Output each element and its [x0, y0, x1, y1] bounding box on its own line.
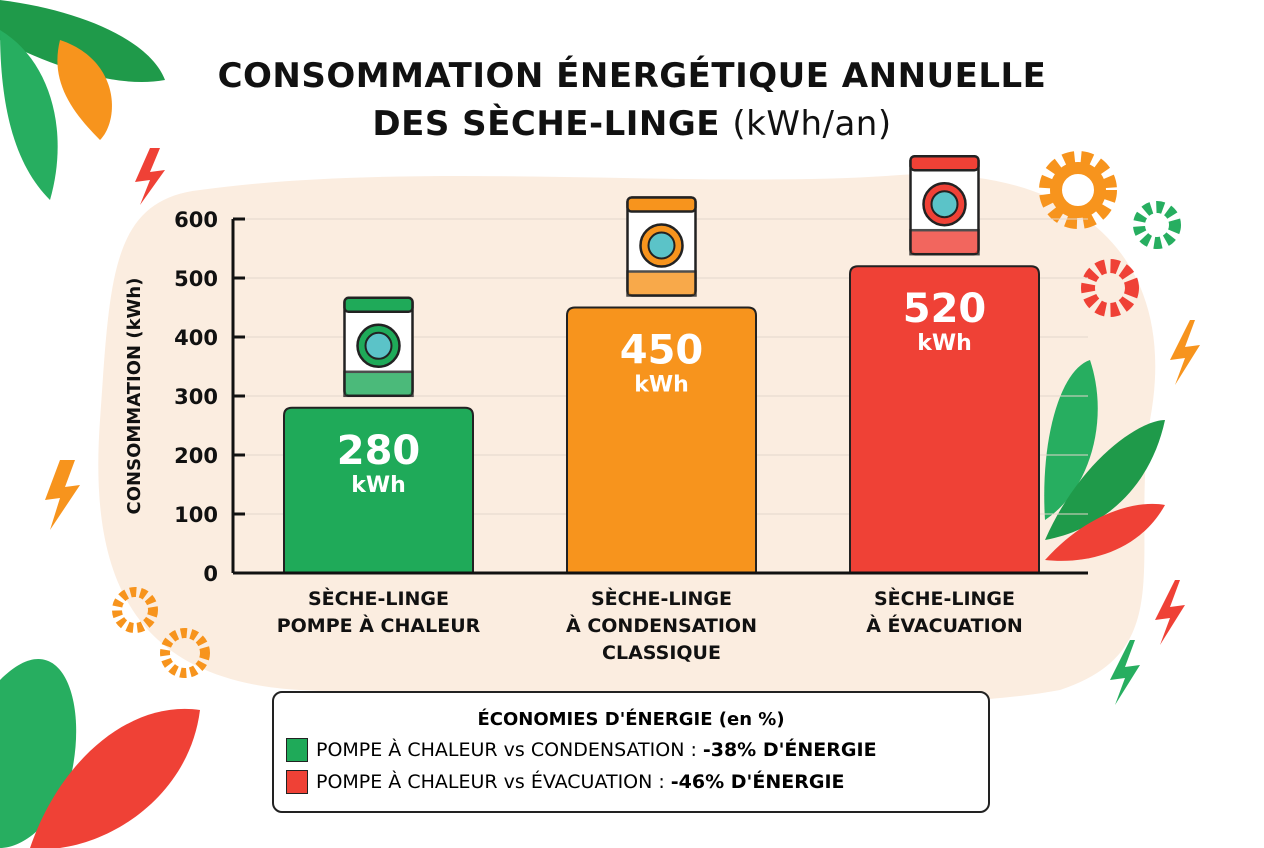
leaf-icon	[1044, 360, 1165, 561]
bar	[283, 406, 474, 574]
x-category-label-line: SÈCHE-LINGE	[307, 588, 450, 610]
bar-unit-label: kWh	[351, 473, 406, 498]
legend-text: POMPE À CHALEUR vs CONDENSATION :	[316, 739, 697, 761]
x-category-label-line: À CONDENSATION	[566, 615, 757, 637]
x-category-label: SÈCHE-LINGE À CONDENSATION CLASSIQUE	[532, 586, 792, 667]
legend-swatch-red	[286, 770, 308, 794]
bar-value-label: 280	[337, 428, 421, 474]
title-line-2: DES SÈCHE-LINGE	[372, 104, 721, 144]
bar	[566, 306, 757, 574]
dryer-icon	[626, 196, 697, 297]
y-tick-label: 400	[174, 326, 218, 350]
leaf-icon	[0, 659, 200, 848]
bar-unit-label: kWh	[917, 331, 972, 356]
bar-unit-label: kWh	[634, 373, 689, 398]
x-category-label-line: SÈCHE-LINGE	[590, 588, 733, 610]
y-tick-label: 200	[174, 444, 218, 468]
legend-value: -46% D'ÉNERGIE	[670, 771, 845, 793]
x-category-label-line: CLASSIQUE	[602, 642, 721, 664]
y-axis-label: CONSOMMATION (kWh)	[124, 278, 145, 515]
x-category-label-line: SÈCHE-LINGE	[873, 588, 1016, 610]
legend: ÉCONOMIES D'ÉNERGIE (en %) POMPE À CHALE…	[272, 691, 990, 813]
x-category-label-line: POMPE À CHALEUR	[276, 615, 481, 637]
y-tick-label: 600	[174, 208, 218, 232]
dryer-icon	[343, 296, 414, 398]
bar	[849, 265, 1040, 574]
y-tick-label: 100	[174, 503, 218, 527]
x-category-label: SÈCHE-LINGE À ÉVACUATION	[815, 586, 1075, 640]
title-unit: (kWh/an)	[732, 104, 892, 144]
y-tick-label: 300	[174, 385, 218, 409]
legend-item: POMPE À CHALEUR vs ÉVACUATION : -46% D'É…	[286, 770, 988, 794]
dryer-icon	[909, 154, 980, 256]
title-line-1: CONSOMMATION ÉNERGÉTIQUE ANNUELLE	[217, 56, 1047, 96]
gear-icon	[112, 151, 1181, 678]
legend-value: -38% D'ÉNERGIE	[702, 739, 877, 761]
x-category-label-line: À ÉVACUATION	[866, 615, 1023, 637]
bar-value-label: 450	[620, 328, 704, 374]
chart-title: CONSOMMATION ÉNERGÉTIQUE ANNUELLE DES SÈ…	[0, 52, 1264, 148]
legend-swatch-green	[286, 738, 308, 762]
y-tick-label: 0	[203, 562, 218, 586]
lightning-icon	[45, 148, 1200, 705]
bar-value-label: 520	[903, 286, 987, 332]
legend-title: ÉCONOMIES D'ÉNERGIE (en %)	[477, 709, 785, 730]
x-category-label: SÈCHE-LINGE POMPE À CHALEUR	[249, 586, 509, 640]
legend-text: POMPE À CHALEUR vs ÉVACUATION :	[316, 771, 665, 793]
leaf-icon	[0, 0, 165, 200]
legend-item: POMPE À CHALEUR vs CONDENSATION : -38% D…	[286, 738, 988, 762]
y-tick-label: 500	[174, 267, 218, 291]
